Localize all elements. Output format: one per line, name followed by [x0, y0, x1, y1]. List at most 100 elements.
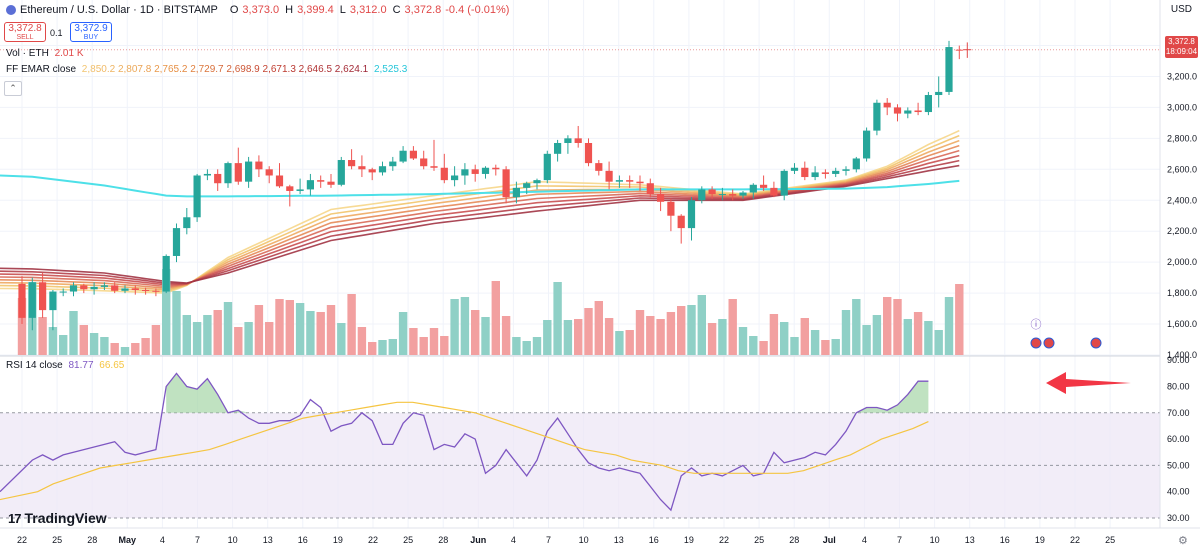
volume-bar: [234, 327, 243, 355]
volume-bar: [151, 325, 161, 355]
volume-bar: [17, 298, 27, 355]
candle-body: [543, 153, 551, 181]
candle-body: [564, 138, 572, 143]
time-tick-label: 4: [160, 535, 165, 545]
candle-body: [955, 49, 963, 51]
price-tick-label: 2,000.0: [1167, 257, 1197, 267]
candle-body: [214, 173, 222, 184]
high-label: H: [285, 4, 294, 16]
volume-bar: [852, 299, 861, 355]
candle-body: [718, 194, 726, 196]
buy-button[interactable]: 3,372.9 BUY: [70, 22, 112, 42]
last-price-value: 3,372.8: [1168, 37, 1195, 46]
volume-bar: [800, 318, 809, 355]
rsi-tick-label: 70.00: [1167, 408, 1190, 418]
time-tick-label: 22: [1070, 535, 1080, 545]
volume-bar: [306, 311, 315, 355]
tradingview-logo[interactable]: 17 TradingView: [8, 510, 107, 526]
candle-body: [224, 163, 232, 184]
sell-button[interactable]: 3,372.8 SELL: [4, 22, 46, 42]
volume-bar: [162, 269, 171, 355]
rsi-tick-label: 90.00: [1167, 355, 1190, 365]
currency-label[interactable]: USD: [1170, 4, 1192, 15]
ema-line-6: [0, 154, 960, 286]
volume-bar: [265, 322, 274, 355]
candle-body: [451, 175, 459, 181]
candle-body: [296, 189, 304, 191]
change-value: -0.4 (-0.01%): [445, 4, 510, 16]
volume-bar: [38, 317, 47, 355]
volume-bar: [707, 323, 717, 355]
volume-bar: [378, 340, 387, 355]
rsi-overbought-fill: [166, 373, 249, 413]
time-tick-label: 7: [546, 535, 551, 545]
candle-body: [739, 192, 747, 196]
open-label: O: [229, 4, 239, 16]
time-tick-label: 25: [403, 535, 413, 545]
collapse-legend-button[interactable]: ⌃: [4, 81, 22, 96]
time-tick-label: 22: [17, 535, 27, 545]
candle-body: [121, 288, 129, 291]
ema-legend[interactable]: FF EMAR close 2,850.2 2,807.8 2,765.2 2,…: [6, 64, 407, 75]
time-tick-label: 19: [684, 535, 694, 545]
ema-line-8: [0, 164, 960, 284]
ethereum-icon: [6, 5, 16, 15]
candle-body: [378, 166, 387, 173]
candle-body: [533, 180, 541, 184]
price-tick-label: 3,000.0: [1167, 102, 1197, 112]
sell-price: 3,372.8: [8, 23, 42, 34]
volume-bar: [718, 319, 727, 355]
candle-body: [523, 183, 531, 188]
candle-body: [821, 172, 829, 174]
rsi-legend[interactable]: RSI 14 close 81.77 66.65: [6, 360, 124, 371]
volume-bar: [192, 322, 202, 355]
volume-bar: [749, 336, 758, 355]
volume-bar: [903, 319, 912, 355]
symbol-title[interactable]: Ethereum / U.S. Dollar · 1D · BITSTAMP: [20, 4, 218, 16]
candle-body: [873, 102, 881, 131]
volume-bar: [357, 327, 367, 355]
volume-bar: [326, 305, 336, 355]
volume-bar: [512, 337, 521, 355]
volume-bar: [666, 312, 676, 355]
candle-body: [481, 167, 490, 174]
candle-body: [698, 189, 706, 201]
time-tick-label: 16: [1000, 535, 1010, 545]
time-tick-label: Jul: [823, 535, 836, 545]
volume-legend[interactable]: Vol · ETH 2.01 K: [6, 48, 84, 59]
volume-bar: [934, 330, 943, 355]
candle-body: [399, 150, 407, 162]
volume-bar: [141, 338, 150, 355]
candle-body: [790, 167, 799, 171]
volume-bar: [924, 321, 933, 355]
volume-bar: [69, 311, 78, 355]
candle-body: [492, 167, 500, 170]
volume-bars: [17, 269, 964, 355]
last-price-tag: 3,372.8 18:09:04: [1165, 36, 1198, 58]
time-tick-label: 22: [368, 535, 378, 545]
candle-body: [657, 194, 665, 202]
ema-line-3: [0, 139, 960, 291]
candle-body: [471, 169, 479, 174]
volume-bar: [131, 343, 140, 355]
red-arrow-annotation: [1046, 372, 1131, 394]
candle-body: [203, 173, 211, 176]
sell-label: SELL: [16, 34, 34, 41]
candle-body: [554, 142, 562, 154]
time-tick-label: Jun: [470, 535, 486, 545]
time-tick-label: 25: [52, 535, 62, 545]
time-tick-label: 4: [862, 535, 867, 545]
rsi-line: [0, 372, 929, 512]
buy-label: BUY: [83, 34, 99, 41]
volume-bar: [687, 305, 696, 355]
volume-bar: [728, 299, 737, 355]
buy-price: 3,372.9: [74, 23, 108, 34]
candle-body: [49, 291, 57, 311]
candle-body: [265, 169, 273, 176]
candle-body: [502, 169, 510, 198]
candle-body: [729, 194, 737, 196]
volume-bar: [481, 317, 490, 355]
settings-gear-icon[interactable]: ⚙: [1178, 535, 1188, 547]
volume-bar: [810, 330, 820, 355]
